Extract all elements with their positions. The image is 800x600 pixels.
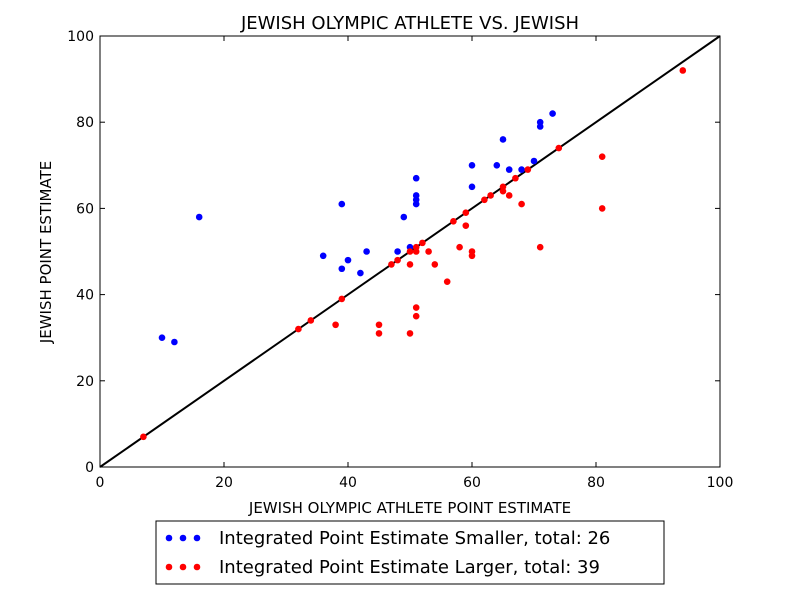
data-point (468, 162, 476, 169)
data-point (406, 261, 414, 268)
data-point (295, 325, 302, 333)
data-point (679, 67, 687, 74)
legend-label-smaller: Integrated Point Estimate Smaller, total… (219, 528, 610, 549)
chart-title: JEWISH OLYMPIC ATHLETE VS. JEWISH (240, 13, 579, 34)
data-point (394, 248, 401, 255)
legend-box (155, 520, 665, 585)
x-tick-label: 20 (215, 475, 233, 491)
data-point (412, 312, 420, 320)
y-axis-label: JEWISH POINT ESTIMATE (37, 161, 55, 344)
data-point (505, 166, 513, 173)
data-point (598, 153, 606, 160)
x-tick-label: 80 (587, 475, 605, 491)
legend-marker-1 (193, 563, 201, 571)
data-point (468, 252, 476, 260)
plot-frame (99, 35, 721, 468)
data-point (518, 200, 525, 208)
legend-marker-1 (165, 563, 173, 571)
y-tick-label: 100 (67, 29, 94, 45)
x-axis-label: JEWISH OLYMPIC ATHLETE POINT ESTIMATE (248, 499, 571, 517)
axis-ticks: 0 20 40 60 80 100 0 20 40 60 80 100 (67, 29, 733, 491)
y-tick-label: 40 (76, 288, 94, 304)
data-point (338, 265, 346, 273)
data-point (536, 123, 544, 130)
data-point (307, 317, 315, 324)
legend-marker-0 (179, 534, 187, 542)
data-point (443, 278, 451, 285)
legend-marker-0 (165, 534, 173, 542)
data-point (338, 200, 346, 208)
data-point (524, 166, 532, 173)
data-point (338, 295, 346, 303)
legend: Integrated Point Estimate Smaller, total… (155, 520, 665, 585)
data-point (481, 196, 488, 204)
data-point (425, 248, 432, 255)
data-point (450, 218, 457, 225)
plot-area (99, 35, 721, 468)
data-point (518, 166, 525, 173)
data-point (536, 243, 544, 251)
data-point (412, 200, 420, 208)
data-point (195, 213, 203, 221)
data-point (462, 222, 470, 229)
data-point (505, 192, 513, 199)
data-point (158, 334, 166, 342)
data-point (598, 205, 606, 212)
data-point (140, 433, 147, 441)
data-point (456, 243, 463, 251)
data-point (375, 330, 383, 337)
data-point (357, 269, 364, 277)
data-point (555, 144, 563, 152)
data-point (431, 261, 439, 268)
data-point (549, 110, 556, 117)
data-point (319, 252, 327, 260)
legend-label-larger: Integrated Point Estimate Larger, total:… (219, 557, 600, 578)
legend-marker-1 (179, 563, 187, 571)
data-point (394, 256, 401, 264)
x-tick-label: 60 (463, 475, 481, 491)
data-point (363, 248, 370, 255)
data-point (462, 209, 470, 217)
x-tick-label: 0 (96, 475, 105, 491)
data-point (171, 338, 178, 346)
data-point (493, 162, 501, 169)
series-0 (158, 110, 556, 346)
data-point (412, 174, 420, 182)
y-tick-label: 0 (85, 460, 94, 476)
y-tick-label: 60 (76, 201, 94, 217)
legend-marker-0 (193, 534, 201, 542)
data-point (406, 330, 414, 337)
legend-markers (165, 534, 201, 571)
data-point (468, 183, 476, 191)
data-point (406, 248, 414, 255)
data-point (499, 136, 507, 143)
data-point (412, 304, 420, 311)
data-point (375, 321, 383, 329)
series-1 (140, 67, 687, 441)
data-point (332, 321, 339, 329)
data-point (412, 248, 420, 255)
data-point (344, 256, 352, 264)
y-tick-label: 20 (76, 374, 94, 390)
data-point (512, 174, 519, 182)
data-point (499, 187, 507, 195)
x-tick-label: 100 (707, 475, 734, 491)
y-tick-label: 80 (76, 115, 94, 131)
data-point (419, 239, 426, 247)
x-tick-label: 40 (339, 475, 357, 491)
data-point (487, 192, 494, 199)
data-point (400, 213, 408, 221)
data-point (530, 157, 538, 165)
data-point (388, 261, 395, 268)
